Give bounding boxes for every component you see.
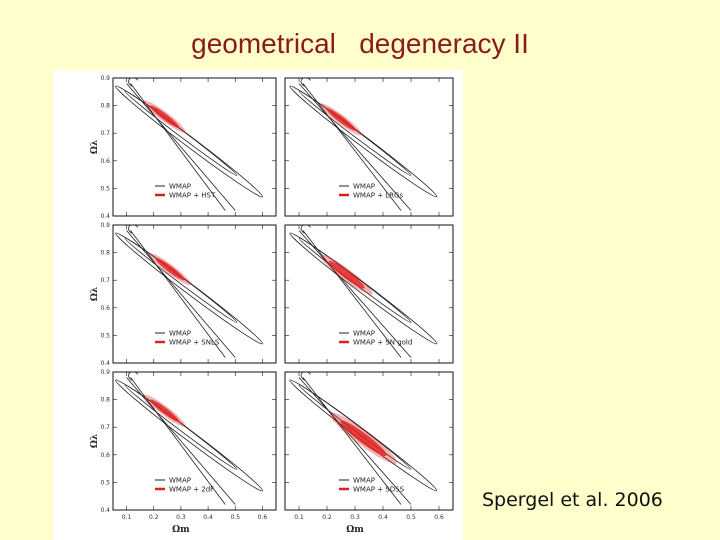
- y-tick-label: 0.6: [100, 452, 110, 459]
- legend-label-joint: WMAP + HST: [169, 192, 216, 200]
- panel-frame: [284, 77, 454, 217]
- y-tick-label: 0.5: [100, 185, 110, 192]
- legend-label-wmap: WMAP: [169, 330, 191, 338]
- legend-label-joint: WMAP + LRGs: [353, 192, 403, 200]
- contour-tip: [300, 225, 311, 234]
- x-tick-label: 0.6: [258, 514, 268, 521]
- x-tick-label: 0.4: [203, 514, 213, 521]
- y-tick-label: 0.8: [100, 397, 110, 404]
- y-tick-label: 0.9: [100, 369, 110, 376]
- wmap-contour-outer: [289, 85, 438, 198]
- panel-contours: [289, 78, 438, 211]
- contour-tip: [300, 78, 311, 87]
- joint-contour-inner: [150, 105, 180, 128]
- legend-label-joint: WMAP + SN gold: [353, 339, 412, 347]
- panel-frame: [284, 371, 454, 511]
- panel-contours: [289, 225, 438, 358]
- joint-contour-inner: [326, 108, 356, 131]
- x-tick-label: 0.6: [434, 514, 444, 521]
- wmap-contour-inner: [124, 384, 238, 470]
- panel-frame: [112, 224, 277, 364]
- wmap-contour-outer: [289, 232, 438, 345]
- y-tick-label: 0.7: [100, 277, 110, 284]
- spergel-figure: 0.9 0.8 0.7 0.6 0.5 0.4 Ωλ WMAP WMAP + HST WMAP WM…: [53, 70, 463, 540]
- legend-label-wmap: WMAP: [169, 183, 191, 191]
- degeneracy-line: [298, 230, 412, 358]
- joint-contour-inner: [340, 420, 387, 456]
- legend-label-joint: WMAP + 2dF: [169, 486, 214, 494]
- panel-contours: [115, 372, 264, 505]
- degeneracy-line: [298, 83, 412, 211]
- y-axis-label: Ωλ: [90, 140, 100, 154]
- slide-title: geometrical degeneracy II: [191, 28, 529, 59]
- panel-contours: [289, 372, 438, 505]
- y-tick-label: 0.5: [100, 332, 110, 339]
- contour-tip: [128, 225, 139, 234]
- wmap-contour-inner: [298, 90, 412, 176]
- x-tick-label: 0.2: [149, 514, 159, 521]
- degeneracy-line: [126, 377, 236, 505]
- degeneracy-line: [298, 377, 412, 505]
- y-tick-label: 0.6: [100, 305, 110, 312]
- legend-label-joint: WMAP + SDSS: [353, 486, 405, 494]
- wmap-contour-inner: [124, 90, 238, 176]
- legend-label-wmap: WMAP: [353, 330, 375, 338]
- x-tick-label: 0.3: [176, 514, 186, 521]
- x-tick-label: 0.2: [322, 514, 332, 521]
- joint-contour-inner: [155, 258, 185, 281]
- y-axis-label: Ωλ: [90, 287, 100, 301]
- x-tick-label: 0.1: [122, 514, 132, 521]
- x-tick-label: 0.4: [378, 514, 388, 521]
- y-tick-label: 0.5: [100, 479, 110, 486]
- y-axis-label: Ωλ: [90, 434, 100, 448]
- panel-frame: [284, 224, 454, 364]
- citation: Spergel et al. 2006: [482, 489, 663, 511]
- legend-label-wmap: WMAP: [169, 477, 191, 485]
- contour-tip: [300, 372, 311, 381]
- y-tick-label: 0.4: [100, 213, 110, 220]
- panel-frame: [112, 371, 277, 511]
- x-tick-label: 0.5: [230, 514, 240, 521]
- y-tick-label: 0.7: [100, 424, 110, 431]
- degeneracy-line-inner: [302, 377, 402, 505]
- x-axis-label: Ωm: [346, 525, 364, 535]
- legend-label-joint: WMAP + SNLS: [169, 339, 220, 347]
- degeneracy-line: [126, 230, 236, 358]
- contour-tip: [128, 372, 139, 381]
- y-tick-label: 0.4: [100, 360, 110, 367]
- joint-contour-inner: [150, 399, 180, 422]
- y-tick-label: 0.7: [100, 130, 110, 137]
- x-tick-label: 0.1: [294, 514, 304, 521]
- degeneracy-line-inner: [302, 83, 402, 211]
- y-tick-label: 0.4: [100, 507, 110, 514]
- legend-label-wmap: WMAP: [353, 183, 375, 191]
- y-tick-label: 0.6: [100, 158, 110, 165]
- degeneracy-line-inner: [302, 230, 402, 358]
- panel-frame: [112, 77, 277, 217]
- panel-contours: [115, 225, 264, 358]
- y-tick-label: 0.9: [100, 222, 110, 229]
- panel-5: 0.90.80.70.60.50.40.1 0.2 0.3 0.4 0.5 0.6ΩλΩm…: [90, 369, 277, 535]
- legend-label-wmap: WMAP: [353, 477, 375, 485]
- y-tick-label: 0.9: [100, 75, 110, 82]
- joint-contour-inner: [328, 260, 365, 289]
- x-tick-label: 0.5: [406, 514, 416, 521]
- contour-tip: [128, 78, 139, 87]
- y-tick-label: 0.8: [100, 103, 110, 110]
- x-axis-label: Ωm: [172, 525, 190, 535]
- x-tick-label: 0.3: [350, 514, 360, 521]
- degeneracy-line: [126, 83, 236, 211]
- y-tick-label: 0.8: [100, 250, 110, 257]
